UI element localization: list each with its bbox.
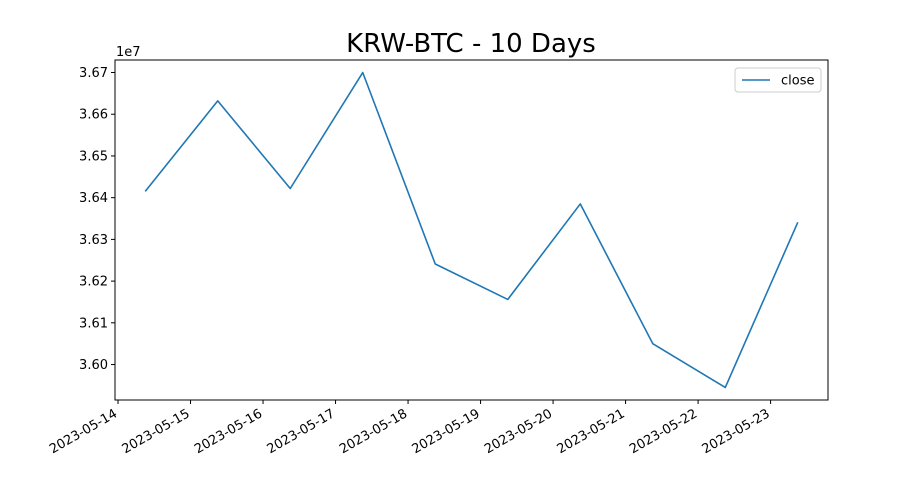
y-tick-label: 3.64 bbox=[79, 191, 108, 206]
x-tick-label: 2023-05-19 bbox=[410, 406, 483, 457]
plot-area bbox=[114, 59, 829, 401]
legend-box bbox=[734, 67, 822, 93]
series-layer bbox=[144, 71, 799, 389]
chart-title: KRW-BTC - 10 Days bbox=[346, 29, 596, 59]
y-tick-label: 3.63 bbox=[79, 233, 108, 248]
y-tick-label: 3.62 bbox=[79, 275, 108, 290]
x-tick-label: 2023-05-16 bbox=[192, 406, 265, 457]
y-tick-label: 3.66 bbox=[79, 108, 108, 123]
y-axis: 3.60 3.61 3.62 3.63 3.64 3.65 3.66 3.67 bbox=[79, 66, 115, 373]
x-tick-label: 2023-05-14 bbox=[47, 406, 120, 457]
x-tick-label: 2023-05-15 bbox=[120, 406, 193, 457]
y-tick-label: 3.61 bbox=[79, 316, 108, 331]
x-tick-label: 2023-05-18 bbox=[337, 406, 410, 457]
x-tick-label: 2023-05-20 bbox=[482, 406, 555, 457]
x-axis: 2023-05-14 2023-05-15 2023-05-16 2023-05-17… bbox=[47, 400, 773, 457]
x-tick-label: 2023-05-23 bbox=[700, 406, 773, 457]
y-offset-label: 1e7 bbox=[116, 45, 141, 60]
y-tick-label: 3.60 bbox=[79, 358, 108, 373]
y-tick-label: 3.65 bbox=[79, 149, 108, 164]
legend: close bbox=[734, 67, 822, 93]
legend-label: close bbox=[781, 74, 814, 89]
series-line-close bbox=[144, 71, 799, 389]
y-tick-label: 3.67 bbox=[79, 66, 108, 81]
x-tick-label: 2023-05-22 bbox=[627, 406, 700, 457]
x-tick-label: 2023-05-17 bbox=[265, 406, 338, 457]
x-tick-label: 2023-05-21 bbox=[555, 406, 628, 457]
